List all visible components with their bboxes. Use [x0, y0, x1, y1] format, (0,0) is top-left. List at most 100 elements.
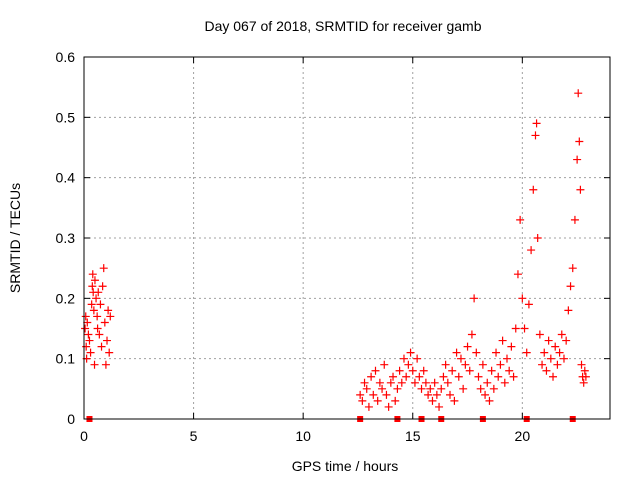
data-point — [88, 270, 97, 279]
data-point — [406, 348, 415, 357]
data-point — [443, 378, 452, 387]
data-point — [94, 288, 103, 297]
data-point — [437, 384, 446, 393]
data-point — [511, 324, 520, 333]
data-point — [542, 366, 551, 375]
data-point — [417, 384, 426, 393]
x-tick-label: 15 — [405, 428, 421, 444]
data-point — [373, 396, 382, 405]
data-point — [391, 396, 400, 405]
data-point — [529, 185, 538, 194]
data-point — [524, 300, 533, 309]
y-tick-label: 0 — [67, 411, 75, 427]
data-point — [465, 366, 474, 375]
data-point — [450, 396, 459, 405]
data-point — [463, 342, 472, 351]
data-point — [83, 318, 92, 327]
y-tick-label: 0.5 — [56, 109, 76, 125]
data-point — [104, 306, 113, 315]
data-point — [81, 312, 90, 321]
data-point — [500, 378, 509, 387]
data-point — [498, 336, 507, 345]
data-point — [532, 119, 541, 128]
data-point — [555, 348, 564, 357]
y-ticks: 0 0.1 0.2 0.3 0.4 0.5 0.6 — [56, 49, 610, 427]
data-point — [527, 246, 536, 255]
data-point — [428, 396, 437, 405]
data-point — [454, 372, 463, 381]
data-point — [574, 89, 583, 98]
plot-frame — [83, 56, 611, 420]
data-point — [439, 372, 448, 381]
x-ticks: 0 5 10 15 20 — [80, 57, 530, 444]
data-point — [369, 390, 378, 399]
data-point — [461, 360, 470, 369]
data-point — [404, 360, 413, 369]
data-point — [562, 336, 571, 345]
data-point — [476, 384, 485, 393]
data-point — [424, 390, 433, 399]
data-point — [371, 366, 380, 375]
data-point — [568, 264, 577, 273]
data-point — [419, 366, 428, 375]
data-point — [375, 378, 384, 387]
data-point — [483, 378, 492, 387]
data-point — [505, 366, 514, 375]
data-point — [559, 354, 568, 363]
data-point — [86, 348, 95, 357]
data-point — [544, 336, 553, 345]
data-point — [395, 366, 404, 375]
data-point — [382, 390, 391, 399]
data-point — [459, 384, 468, 393]
data-point — [446, 390, 455, 399]
data-point — [535, 330, 544, 339]
gridlines — [84, 57, 610, 419]
data-point — [509, 372, 518, 381]
x-axis-label: GPS time / hours — [292, 458, 399, 474]
data-point — [502, 354, 511, 363]
data-point — [99, 264, 108, 273]
data-point — [93, 324, 102, 333]
data-point — [441, 360, 450, 369]
data-point — [89, 306, 98, 315]
data-point — [90, 360, 99, 369]
y-tick-label: 0.6 — [56, 49, 76, 65]
data-point — [456, 354, 465, 363]
data-point — [452, 348, 461, 357]
data-point — [81, 324, 90, 333]
data-point — [492, 348, 501, 357]
data-point — [389, 372, 398, 381]
data-point — [92, 294, 101, 303]
data-point — [538, 360, 547, 369]
data-point — [481, 390, 490, 399]
data-point — [356, 390, 365, 399]
data-point — [103, 336, 112, 345]
x-tick-label: 20 — [515, 428, 531, 444]
data-point — [485, 396, 494, 405]
data-point — [399, 354, 408, 363]
data-point — [564, 306, 573, 315]
data-point — [426, 384, 435, 393]
data-point — [496, 360, 505, 369]
data-point — [88, 282, 97, 291]
data-point — [95, 330, 104, 339]
data-point — [384, 402, 393, 411]
chart-title: Day 067 of 2018, SRMTID for receiver gam… — [204, 18, 481, 34]
data-point — [494, 372, 503, 381]
data-point — [467, 330, 476, 339]
data-point — [553, 360, 562, 369]
y-tick-label: 0.1 — [56, 351, 76, 367]
data-point — [474, 372, 483, 381]
data-point — [367, 372, 376, 381]
data-point — [507, 342, 516, 351]
data-point — [576, 185, 585, 194]
data-point — [96, 300, 105, 309]
data-point — [97, 342, 106, 351]
data-point — [358, 396, 367, 405]
data-point — [522, 348, 531, 357]
y-tick-label: 0.3 — [56, 230, 76, 246]
data-point — [478, 360, 487, 369]
data-point — [551, 342, 560, 351]
